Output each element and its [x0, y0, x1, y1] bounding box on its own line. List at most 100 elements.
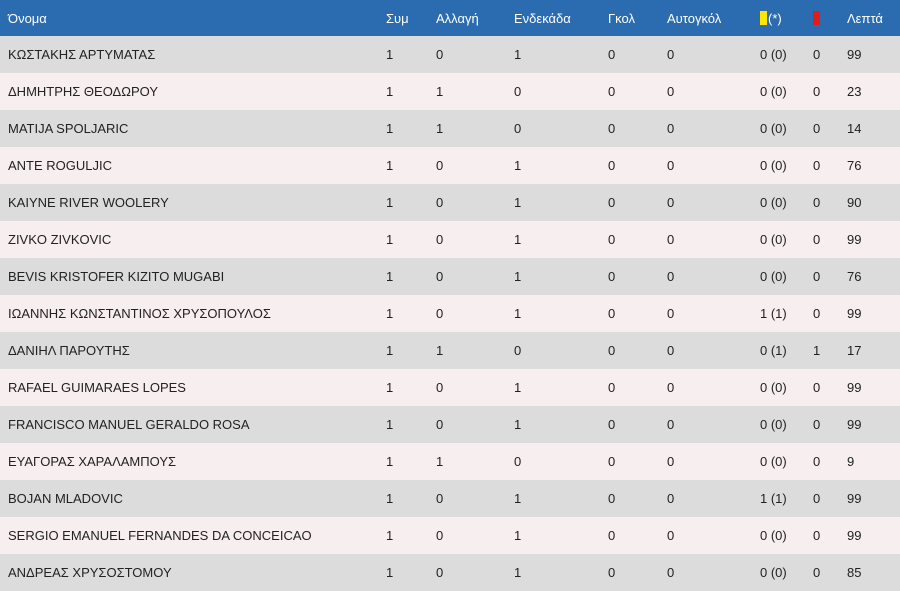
- col-header-name[interactable]: Όνομα: [8, 10, 47, 26]
- cell-name[interactable]: ANTE ROGULJIC: [8, 158, 113, 173]
- table-row[interactable]: ΑΝΔΡΕΑΣ ΧΡΥΣΟΣΤΟΜΟΥ 1 0 1 0 0 0 (0) 0 85: [0, 554, 900, 591]
- cell-apps: 1: [386, 232, 394, 247]
- col-header-yellow[interactable]: (*): [760, 0, 813, 36]
- cell-name[interactable]: KAIYNE RIVER WOOLERY: [8, 195, 169, 210]
- cell-red: 0: [813, 47, 821, 62]
- cell-goals: 0: [608, 47, 616, 62]
- cell-goals: 0: [608, 232, 616, 247]
- cell-minutes: 99: [847, 528, 862, 543]
- cell-apps: 1: [386, 158, 394, 173]
- cell-red: 1: [813, 343, 821, 358]
- cell-minutes: 76: [847, 269, 862, 284]
- cell-yellow: 0 (1): [760, 343, 787, 358]
- cell-name[interactable]: MATIJA SPOLJARIC: [8, 121, 129, 136]
- cell-sub: 0: [436, 491, 444, 506]
- cell-yellow: 0 (0): [760, 121, 787, 136]
- table-row[interactable]: BOJAN MLADOVIC 1 0 1 0 0 1 (1) 0 99: [0, 480, 900, 517]
- cell-own-goals: 0: [667, 491, 675, 506]
- cell-starter: 1: [514, 491, 522, 506]
- cell-goals: 0: [608, 417, 616, 432]
- cell-name[interactable]: ZIVKO ZIVKOVIC: [8, 232, 112, 247]
- col-header-starter[interactable]: Ενδεκάδα: [514, 10, 571, 26]
- table-row[interactable]: BEVIS KRISTOFER KIZITO MUGABI 1 0 1 0 0 0 (0) 0…: [0, 258, 900, 295]
- cell-minutes: 85: [847, 565, 862, 580]
- cell-minutes: 99: [847, 232, 862, 247]
- cell-sub: 0: [436, 158, 444, 173]
- table-row[interactable]: KAIYNE RIVER WOOLERY 1 0 1 0 0 0 (0) 0 90: [0, 184, 900, 221]
- cell-sub: 0: [436, 565, 444, 580]
- cell-goals: 0: [608, 491, 616, 506]
- cell-goals: 0: [608, 158, 616, 173]
- cell-starter: 1: [514, 47, 522, 62]
- table-row[interactable]: ZIVKO ZIVKOVIC 1 0 1 0 0 0 (0) 0 99: [0, 221, 900, 258]
- cell-name[interactable]: ΙΩΑΝΝΗΣ ΚΩΝΣΤΑΝΤΙΝΟΣ ΧΡΥΣΟΠΟΥΛΟΣ: [8, 306, 271, 321]
- cell-apps: 1: [386, 343, 394, 358]
- cell-red: 0: [813, 565, 821, 580]
- cell-name[interactable]: SERGIO EMANUEL FERNANDES DA CONCEICAO: [8, 528, 312, 543]
- cell-minutes: 17: [847, 343, 862, 358]
- cell-name[interactable]: ΕΥΑΓΟΡΑΣ ΧΑΡΑΛΑΜΠΟΥΣ: [8, 454, 177, 469]
- cell-apps: 1: [386, 417, 394, 432]
- cell-red: 0: [813, 195, 821, 210]
- table-header-row: Όνομα Συμ Αλλαγή Ενδεκάδα Γκολ Αυτογκόλ …: [0, 0, 900, 36]
- table-row[interactable]: ΙΩΑΝΝΗΣ ΚΩΝΣΤΑΝΤΙΝΟΣ ΧΡΥΣΟΠΟΥΛΟΣ 1 0 1 0 0 1 (…: [0, 295, 900, 332]
- cell-name[interactable]: FRANCISCO MANUEL GERALDO ROSA: [8, 417, 250, 432]
- cell-red: 0: [813, 380, 821, 395]
- cell-own-goals: 0: [667, 84, 675, 99]
- cell-own-goals: 0: [667, 195, 675, 210]
- cell-apps: 1: [386, 269, 394, 284]
- cell-apps: 1: [386, 491, 394, 506]
- cell-minutes: 99: [847, 417, 862, 432]
- cell-starter: 0: [514, 121, 522, 136]
- col-header-red[interactable]: [813, 0, 847, 36]
- table-row[interactable]: ΔΗΜΗΤΡΗΣ ΘΕΟΔΩΡΟΥ 1 1 0 0 0 0 (0) 0 23: [0, 73, 900, 110]
- cell-yellow: 0 (0): [760, 528, 787, 543]
- cell-sub: 0: [436, 417, 444, 432]
- table-row[interactable]: ANTE ROGULJIC 1 0 1 0 0 0 (0) 0 76: [0, 147, 900, 184]
- cell-apps: 1: [386, 47, 394, 62]
- table-row[interactable]: ΕΥΑΓΟΡΑΣ ΧΑΡΑΛΑΜΠΟΥΣ 1 1 0 0 0 0 (0) 0 9: [0, 443, 900, 480]
- cell-name[interactable]: BOJAN MLADOVIC: [8, 491, 123, 506]
- col-header-sub[interactable]: Αλλαγή: [436, 10, 479, 26]
- cell-apps: 1: [386, 306, 394, 321]
- cell-minutes: 99: [847, 491, 862, 506]
- cell-yellow: 0 (0): [760, 565, 787, 580]
- yellow-card-icon: [760, 10, 767, 25]
- cell-yellow: 1 (1): [760, 306, 787, 321]
- cell-red: 0: [813, 306, 821, 321]
- col-header-apps[interactable]: Συμ: [386, 10, 409, 26]
- cell-own-goals: 0: [667, 528, 675, 543]
- cell-starter: 0: [514, 454, 522, 469]
- table-row[interactable]: MATIJA SPOLJARIC 1 1 0 0 0 0 (0) 0 14: [0, 110, 900, 147]
- cell-yellow: 1 (1): [760, 491, 787, 506]
- cell-minutes: 99: [847, 306, 862, 321]
- cell-minutes: 14: [847, 121, 862, 136]
- cell-sub: 0: [436, 269, 444, 284]
- table-row[interactable]: ΚΩΣΤΑΚΗΣ ΑΡΤΥΜΑΤΑΣ 1 0 1 0 0 0 (0) 0 99: [0, 36, 900, 73]
- cell-name[interactable]: ΚΩΣΤΑΚΗΣ ΑΡΤΥΜΑΤΑΣ: [8, 47, 156, 62]
- cell-name[interactable]: ΑΝΔΡΕΑΣ ΧΡΥΣΟΣΤΟΜΟΥ: [8, 565, 172, 580]
- cell-own-goals: 0: [667, 417, 675, 432]
- cell-sub: 0: [436, 232, 444, 247]
- table-row[interactable]: SERGIO EMANUEL FERNANDES DA CONCEICAO 1 0 1…: [0, 517, 900, 554]
- cell-own-goals: 0: [667, 380, 675, 395]
- cell-minutes: 90: [847, 195, 862, 210]
- col-header-own-goals[interactable]: Αυτογκόλ: [667, 10, 722, 26]
- cell-name[interactable]: ΔΗΜΗΤΡΗΣ ΘΕΟΔΩΡΟΥ: [8, 84, 158, 99]
- table-row[interactable]: ΔΑΝΙΗΛ ΠΑΡΟΥΤΗΣ 1 1 0 0 0 0 (1) 1 17: [0, 332, 900, 369]
- table-row[interactable]: FRANCISCO MANUEL GERALDO ROSA 1 0 1 0 0 0 (0) 0…: [0, 406, 900, 443]
- cell-red: 0: [813, 121, 821, 136]
- cell-name[interactable]: ΔΑΝΙΗΛ ΠΑΡΟΥΤΗΣ: [8, 343, 130, 358]
- col-header-minutes[interactable]: Λεπτά: [847, 10, 883, 26]
- cell-apps: 1: [386, 454, 394, 469]
- cell-sub: 0: [436, 306, 444, 321]
- cell-own-goals: 0: [667, 565, 675, 580]
- cell-sub: 0: [436, 195, 444, 210]
- cell-goals: 0: [608, 269, 616, 284]
- cell-red: 0: [813, 232, 821, 247]
- cell-name[interactable]: BEVIS KRISTOFER KIZITO MUGABI: [8, 269, 225, 284]
- cell-name[interactable]: RAFAEL GUIMARAES LOPES: [8, 380, 186, 395]
- table-row[interactable]: RAFAEL GUIMARAES LOPES 1 0 1 0 0 0 (0) 0 99: [0, 369, 900, 406]
- col-header-goals[interactable]: Γκολ: [608, 10, 635, 26]
